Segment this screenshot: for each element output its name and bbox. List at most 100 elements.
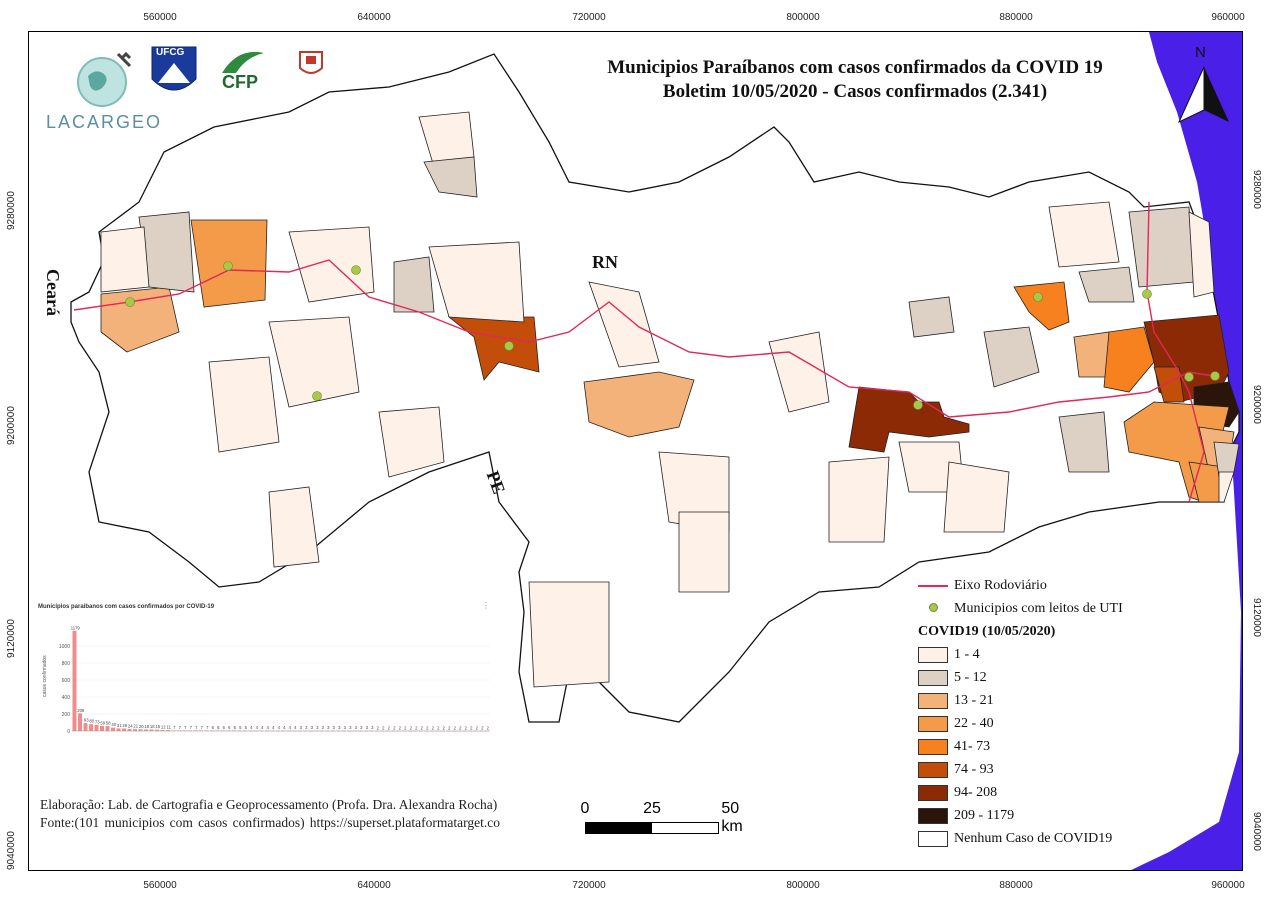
scale-label: 25: [643, 800, 661, 817]
chart-bar[interactable]: [149, 729, 154, 731]
chart-bar[interactable]: [166, 730, 170, 731]
icu-marker: [351, 265, 361, 275]
chart-data-label: 4: [272, 725, 275, 730]
chart-data-label: 3: [349, 725, 352, 730]
chart-data-label: 20: [139, 724, 144, 729]
chart-ytick-label: 800: [62, 661, 71, 667]
legend-swatch: [918, 715, 948, 732]
municipality-light: [268, 316, 360, 408]
tick-x-bottom: 800000: [786, 880, 820, 891]
tick-y-right: 9120000: [1251, 598, 1262, 637]
chart-data-label: 80: [89, 719, 94, 724]
chart-ylabel: casos confirmados: [42, 655, 48, 697]
chart-data-label: 3: [305, 725, 308, 730]
chart-data-label: 1179: [71, 625, 81, 630]
lacargeo-logo-text: LACARGEO: [46, 112, 163, 132]
chart-bar[interactable]: [133, 729, 137, 731]
chart-bar[interactable]: [78, 713, 82, 731]
map-canvas[interactable]: [29, 32, 1243, 871]
chart-data-label: 93: [84, 718, 89, 723]
scale-labels: 0 25 50 km: [580, 800, 743, 835]
chart-bar[interactable]: [155, 729, 159, 731]
legend-swatch: [918, 669, 948, 686]
chart-bar[interactable]: [127, 728, 132, 731]
chart-data-label: 3: [360, 725, 363, 730]
road-line-icon: [918, 584, 948, 587]
chart-bar[interactable]: [72, 630, 77, 731]
chart-data-label: 7: [206, 725, 209, 730]
chart-data-label: 2: [432, 725, 435, 730]
north-label: N: [1195, 44, 1206, 61]
icu-marker: [1184, 372, 1194, 382]
tick-x-bottom: 640000: [357, 880, 391, 891]
chart-data-label: 3: [316, 725, 319, 730]
legend-swatch: [918, 807, 948, 824]
tick-y-right: 9040000: [1251, 812, 1262, 851]
chart-data-label: 4: [261, 725, 264, 730]
chart-data-label: 2: [459, 725, 462, 730]
municipality-bright: [1013, 281, 1070, 331]
legend-class-row: 74 - 93: [918, 758, 1238, 781]
chart-data-label: 6: [212, 725, 215, 730]
legend-class-label: Nenhum Caso de COVID19: [954, 830, 1113, 846]
legend-classes: 1 - 4 5 - 12 13 - 21 22 - 40 41- 73 74 - 93 94…: [918, 643, 1238, 850]
legend: Eixo Rodoviário Municipios com leitos de…: [918, 574, 1238, 850]
chart-data-label: 18: [144, 724, 149, 729]
municipality-light: [1218, 471, 1235, 503]
chart-data-label: 3: [311, 725, 314, 730]
chart-bar[interactable]: [105, 726, 110, 731]
chart-bar[interactable]: [100, 725, 104, 731]
chart-bar[interactable]: [144, 729, 148, 731]
chart-data-label: 59: [100, 720, 105, 725]
chart-data-label: 73: [95, 719, 100, 724]
chart-data-label: 12: [161, 724, 166, 729]
icu-marker: [312, 391, 322, 401]
municipality-gray: [983, 326, 1040, 388]
legend-class-row: 94- 208: [918, 781, 1238, 804]
map-title: Municipios Paraíbanos com casos confirma…: [560, 56, 1150, 104]
chart-bar[interactable]: [89, 724, 93, 731]
chart-bar[interactable]: [116, 728, 121, 731]
chart-data-label: 2: [415, 725, 418, 730]
tick-y-right: 9280000: [1251, 170, 1262, 209]
legend-class-label: 5 - 12: [954, 669, 987, 685]
chart-data-label: 2: [399, 725, 402, 730]
tick-x-top: 720000: [572, 12, 606, 23]
legend-icu: Municipios com leitos de UTI: [918, 597, 1238, 620]
icu-marker: [223, 261, 233, 271]
chart-data-label: 2: [393, 725, 396, 730]
chart-bar[interactable]: [83, 723, 88, 731]
state-label-ceara: Ceará: [42, 269, 63, 316]
municipality-light: [943, 461, 1010, 533]
inset-chart[interactable]: Municípios paraibanos com casos confirma…: [34, 597, 496, 757]
chart-data-label: 4: [267, 725, 270, 730]
chart-data-label: 7: [195, 725, 198, 730]
legend-class-row: 22 - 40: [918, 712, 1238, 735]
scale-bar-segment: [652, 823, 718, 833]
chart-bar[interactable]: [138, 729, 143, 731]
chart-bar[interactable]: [160, 729, 165, 731]
chart-ytick-label: 600: [62, 678, 71, 684]
cfp-logo-text: CFP: [222, 72, 258, 92]
chart-bar[interactable]: [94, 724, 99, 731]
chart-bar[interactable]: [111, 727, 115, 731]
chart-bar[interactable]: [122, 728, 126, 731]
municipality-gray: [1078, 266, 1135, 303]
chart-data-label: 4: [294, 725, 297, 730]
icu-marker: [913, 400, 923, 410]
ocean: [1131, 32, 1242, 870]
chart-data-label: 2: [481, 725, 484, 730]
municipality-gray: [908, 296, 955, 338]
credits-source: Fonte:(101 municipios com casos confirma…: [40, 815, 500, 830]
scale-bar-graphic: [585, 822, 719, 834]
chart-data-label: 6: [234, 725, 237, 730]
chart-ytick-label: 0: [67, 729, 70, 735]
chart-ytick-label: 400: [62, 695, 71, 701]
legend-class-row: 1 - 4: [918, 643, 1238, 666]
legend-road-label: Eixo Rodoviário: [954, 577, 1047, 593]
municipality-gray: [393, 256, 435, 313]
chart-data-label: 2: [443, 725, 446, 730]
chart-menu-icon[interactable]: ⋮: [482, 601, 490, 610]
municipality-gray: [1058, 411, 1110, 473]
legend-swatch: [918, 761, 948, 778]
